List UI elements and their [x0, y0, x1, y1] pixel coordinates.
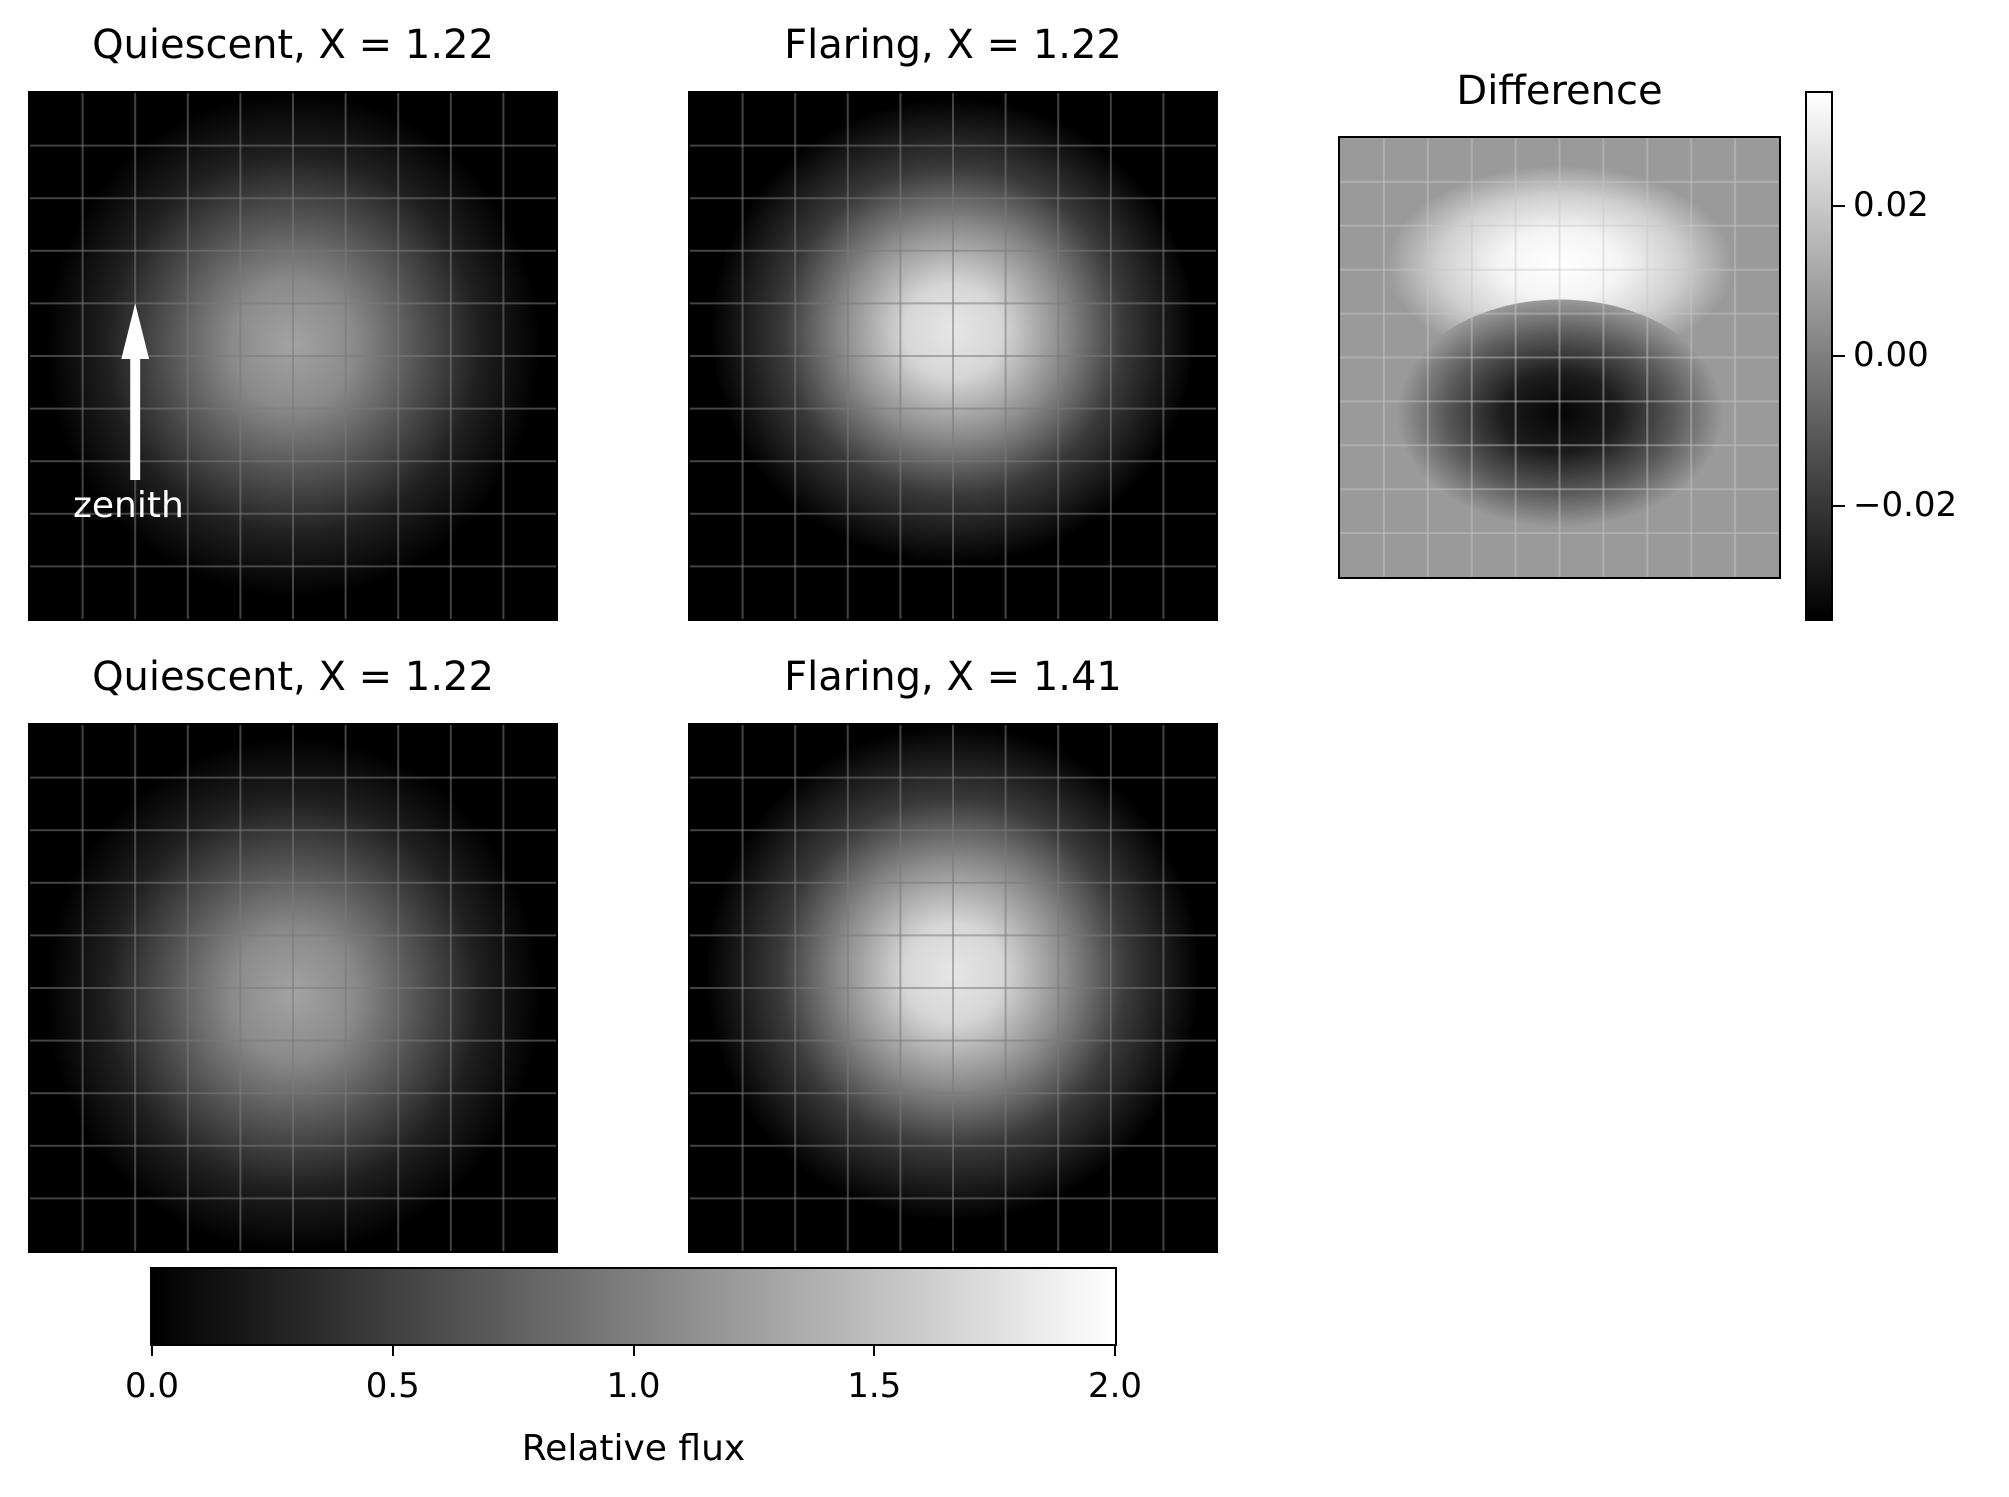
colorbar-tick-label: 1.5 [847, 1366, 902, 1406]
colorbar-label: Relative flux [521, 1428, 746, 1469]
difference-colorbar-tick-label: −0.02 [1853, 485, 1958, 526]
relative-flux-colorbar [150, 1267, 1117, 1346]
colorbar-tick [1114, 1344, 1116, 1356]
psf-panel-quiescent-bottom [28, 723, 558, 1253]
psf-image-flaring-top [690, 93, 1216, 619]
panel-title-difference: Difference [1456, 68, 1663, 114]
zenith-label: zenith [73, 485, 184, 526]
panel-title-quiescent-top: Quiescent, X = 1.22 [92, 22, 494, 68]
pixel-grid [1340, 138, 1779, 577]
panel-title-quiescent-bottom: Quiescent, X = 1.22 [92, 654, 494, 700]
colorbar-tick-label: 2.0 [1087, 1366, 1143, 1406]
positive-lobe [1386, 165, 1734, 364]
difference-colorbar-tick-label: 0.00 [1853, 335, 1929, 375]
difference-colorbar [1805, 91, 1833, 621]
psf-panel-flaring-bottom [688, 723, 1218, 1253]
panel-title-flaring-bottom: Flaring, X = 1.41 [784, 654, 1122, 700]
pixel-grid [690, 93, 1216, 619]
psf-panel-quiescent-top: zenith [28, 91, 558, 621]
psf-image-quiescent-bottom [30, 725, 556, 1251]
pixel-grid [690, 725, 1216, 1251]
pixel-grid [30, 725, 556, 1251]
colorbar-tick [151, 1344, 153, 1356]
negative-lobe [1396, 299, 1724, 528]
colorbar-tick [873, 1344, 876, 1356]
psf-image-quiescent-top [30, 93, 556, 619]
colorbar-tick [632, 1344, 635, 1356]
difference-colorbar-tick [1833, 204, 1845, 207]
colorbar-tick-label: 1.0 [606, 1366, 661, 1406]
panel-title-flaring-top: Flaring, X = 1.22 [784, 22, 1122, 68]
difference-image [1340, 138, 1779, 577]
psf-panel-flaring-top [688, 91, 1218, 621]
pixel-grid [30, 93, 556, 619]
colorbar-tick [391, 1344, 394, 1356]
difference-colorbar-tick [1833, 355, 1845, 357]
difference-colorbar-tick [1833, 505, 1845, 508]
difference-panel [1338, 136, 1781, 579]
difference-colorbar-tick-label: 0.02 [1853, 184, 1929, 225]
colorbar-tick-label: 0.0 [124, 1366, 180, 1406]
colorbar-tick-label: 0.5 [365, 1366, 420, 1406]
psf-image-flaring-bottom [690, 725, 1216, 1251]
zenith-arrow [121, 303, 150, 481]
